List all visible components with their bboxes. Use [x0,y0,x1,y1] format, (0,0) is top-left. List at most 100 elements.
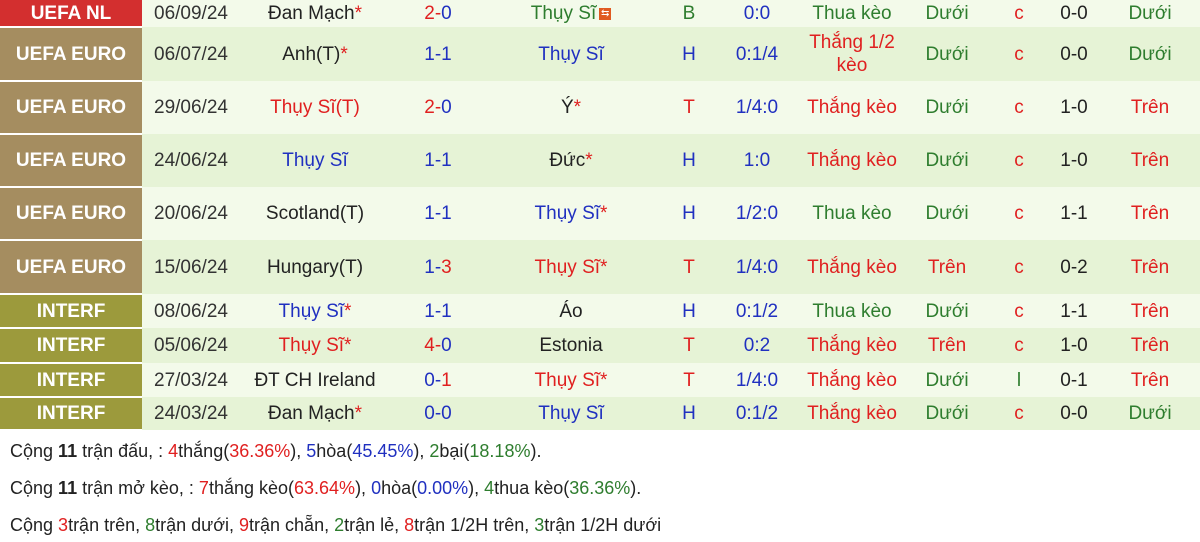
match-row[interactable]: UEFA EURO 24/06/24 Thụy Sĩ 1-1 Đức* H 1:0 Thắng… [0,134,1200,188]
home-team[interactable]: Anh(T)* [232,27,398,81]
away-team[interactable]: Thụy Sĩ ⇆ [478,0,664,27]
halftime-over-under: Trên [1100,134,1200,187]
over-under: Dưới [904,397,990,430]
score[interactable]: 2-0 [398,81,478,134]
league-badge[interactable]: UEFA EURO [0,134,142,188]
away-goals: 0 [441,335,452,356]
star-marker: * [600,203,608,224]
league-badge[interactable]: UEFA EURO [0,240,142,295]
summary-segment: trận trên, [68,515,146,535]
home-team[interactable]: Thụy Sĩ* [232,294,398,328]
home-team[interactable]: Hungary(T) [232,240,398,294]
league-badge[interactable]: INTERF [0,328,142,364]
score[interactable]: 1-1 [398,134,478,187]
home-team-name: ĐT CH Ireland [254,369,376,391]
score-dash: - [434,300,442,322]
score[interactable]: 1-1 [398,294,478,328]
summary-segment: 8 [145,515,156,535]
home-team[interactable]: Đan Mạch* [232,397,398,430]
over-under: Dưới [904,0,990,27]
home-team[interactable]: Thụy Sĩ(T) [232,81,398,134]
halftime-score: 0-0 [1048,397,1100,430]
away-team[interactable]: Ý* [478,81,664,134]
summary-segment: Cộng [10,478,59,498]
league-badge[interactable]: UEFA EURO [0,81,142,135]
away-goals: 1 [441,150,452,171]
handicap-result: Thắng kèo [800,397,904,430]
score[interactable]: 2-0 [398,0,478,27]
league-badge[interactable]: INTERF [0,363,142,398]
away-team[interactable]: Thụy Sĩ [478,397,664,430]
away-team[interactable]: Thụy Sĩ* [478,363,664,397]
summary-line: Cộng 3trận trên, 8trận dưới, 9trận chẵn,… [0,505,1200,542]
summary-segment: bại( [439,441,470,461]
away-goals: 1 [441,369,452,391]
summary-segment: hòa( [316,441,353,461]
over-under: Dưới [904,294,990,328]
away-goals: 1 [441,43,452,65]
match-row[interactable]: UEFA EURO 06/07/24 Anh(T)* 1-1 Thụy Sĩ H 0:1/4… [0,27,1200,82]
match-row[interactable]: INTERF 08/06/24 Thụy Sĩ* 1-1 Áo H 0:1/2 Thua kè… [0,294,1200,329]
summary-segment: trận dưới, [155,515,240,535]
away-team-name: Thụy Sĩ [534,256,601,278]
score[interactable]: 1-3 [398,240,478,294]
away-team[interactable]: Thụy Sĩ [478,27,664,81]
summary-segment: thắng kèo( [208,478,294,498]
summary-line: Cộng 11 trận đấu, : 4thắng(36.36%), 5hòa… [0,431,1200,468]
summary-segment: trận chẵn, [249,515,335,535]
result: T [664,81,714,134]
away-goals: 1 [441,203,452,224]
score[interactable]: 1-1 [398,187,478,240]
score[interactable]: 0-0 [398,397,478,430]
home-goals: 1 [424,300,435,322]
match-row[interactable]: INTERF 24/03/24 Đan Mạch* 0-0 Thụy Sĩ H 0:1/2 T… [0,397,1200,431]
away-team[interactable]: Estonia [478,328,664,363]
star-marker: * [573,97,582,118]
league-badge[interactable]: UEFA EURO [0,187,142,241]
match-row[interactable]: INTERF 05/06/24 Thụy Sĩ* 4-0 Estonia T 0:2 Thắn… [0,328,1200,364]
halftime-over-under: Dưới [1100,397,1200,430]
home-team-name: Thụy Sĩ(T) [270,97,360,118]
summary-segment: trận 1/2H trên, [414,515,535,535]
handicap: 1/4:0 [714,81,800,134]
away-team-name: Thụy Sĩ [530,3,597,24]
away-team[interactable]: Thụy Sĩ* [478,187,664,240]
match-date: 29/06/24 [142,81,232,134]
score[interactable]: 1-1 [398,27,478,81]
home-team[interactable]: Thụy Sĩ [232,134,398,187]
league-badge[interactable]: UEFA EURO [0,27,142,82]
score[interactable]: 4-0 [398,328,478,363]
match-row[interactable]: UEFA NL 06/09/24 Đan Mạch* 2-0 Thụy Sĩ ⇆ B 0:0 T… [0,0,1200,28]
score-dash: - [434,256,442,278]
home-team[interactable]: Đan Mạch* [232,0,398,27]
over-under: Dưới [904,81,990,134]
away-team[interactable]: Thụy Sĩ* [478,240,664,294]
result: B [664,0,714,27]
home-team[interactable]: ĐT CH Ireland [232,363,398,397]
away-team-name: Ý [560,97,574,118]
match-row[interactable]: UEFA EURO 29/06/24 Thụy Sĩ(T) 2-0 Ý* T 1/4:0 Th… [0,81,1200,135]
summary-segment: Cộng [10,515,59,535]
home-team[interactable]: Thụy Sĩ* [232,328,398,363]
over-under: Dưới [904,27,990,81]
halftime-over-under: Trên [1100,328,1200,363]
match-row[interactable]: UEFA EURO 20/06/24 Scotland(T) 1-1 Thụy Sĩ* H… [0,187,1200,241]
home-goals: 4 [424,335,435,356]
star-marker: * [344,335,352,356]
score[interactable]: 0-1 [398,363,478,397]
away-team[interactable]: Áo [478,294,664,328]
home-goals: 2 [424,97,435,118]
league-badge[interactable]: UEFA NL [0,0,142,28]
league-badge[interactable]: INTERF [0,294,142,329]
home-goals: 0 [424,369,435,391]
league-badge[interactable]: INTERF [0,397,142,431]
halftime-score: 0-0 [1048,0,1100,27]
halftime-score: 1-0 [1048,328,1100,363]
away-team[interactable]: Đức* [478,134,664,187]
halftime-score: 1-1 [1048,187,1100,240]
match-row[interactable]: UEFA EURO 15/06/24 Hungary(T) 1-3 Thụy Sĩ* T 1… [0,240,1200,295]
handicap-result: Thắng kèo [800,240,904,294]
match-row[interactable]: INTERF 27/03/24 ĐT CH Ireland 0-1 Thụy Sĩ* T 1… [0,363,1200,398]
home-team[interactable]: Scotland(T) [232,187,398,240]
home-team-name: Scotland(T) [265,203,365,224]
